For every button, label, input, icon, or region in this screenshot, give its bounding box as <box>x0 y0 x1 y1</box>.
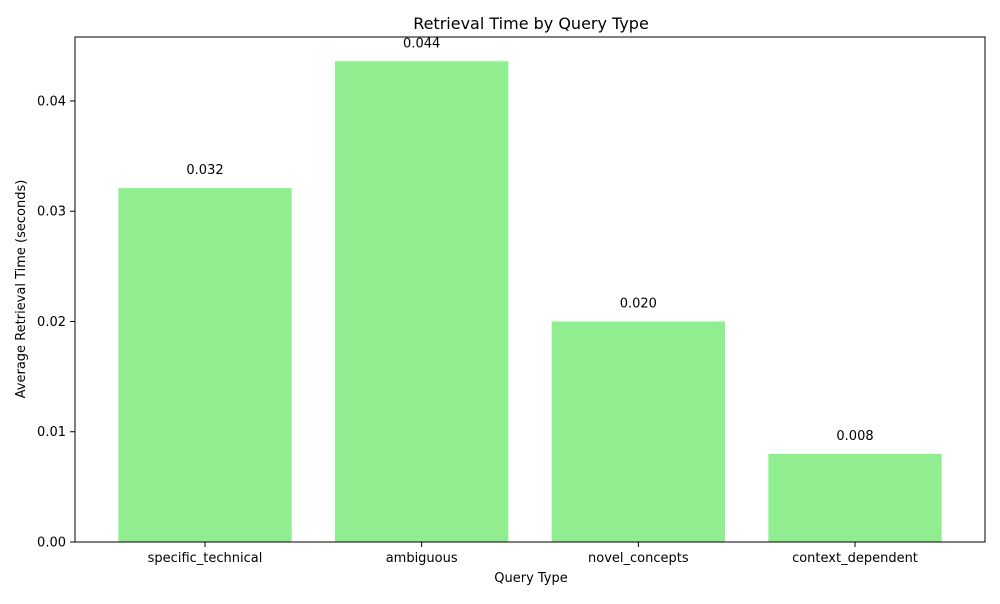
y-tick-label: 0.00 <box>37 536 66 551</box>
bar-novel-concepts <box>551 321 725 542</box>
data-label-specific-technical: 0.032 <box>186 163 223 178</box>
x-tick-label: specific_technical <box>148 551 263 566</box>
x-tick-label: context_dependent <box>792 551 918 566</box>
bar-specific-technical <box>118 188 292 542</box>
y-tick-label: 0.04 <box>37 94 66 109</box>
y-tick-label: 0.01 <box>37 425 66 440</box>
bars-layer <box>118 61 942 543</box>
y-axis-label: Average Retrieval Time (seconds) <box>14 180 29 399</box>
data-label-context-dependent: 0.008 <box>836 429 873 444</box>
bar-context-dependent <box>768 453 942 542</box>
y-tick-label: 0.03 <box>37 205 66 220</box>
data-labels-layer: 0.032 0.044 0.020 0.008 <box>186 36 873 444</box>
chart-title: Retrieval Time by Query Type <box>413 14 649 33</box>
axes-layer: specific_technical ambiguous novel_concept… <box>37 36 986 566</box>
x-tick-label: novel_concepts <box>588 551 689 566</box>
y-tick-label: 0.02 <box>37 315 66 330</box>
x-axis-label: Query Type <box>494 571 568 586</box>
plot-frame <box>74 36 986 543</box>
bar-ambiguous <box>335 61 509 543</box>
data-label-novel-concepts: 0.020 <box>620 296 657 311</box>
x-tick-label: ambiguous <box>386 551 458 566</box>
data-label-ambiguous: 0.044 <box>403 36 440 51</box>
